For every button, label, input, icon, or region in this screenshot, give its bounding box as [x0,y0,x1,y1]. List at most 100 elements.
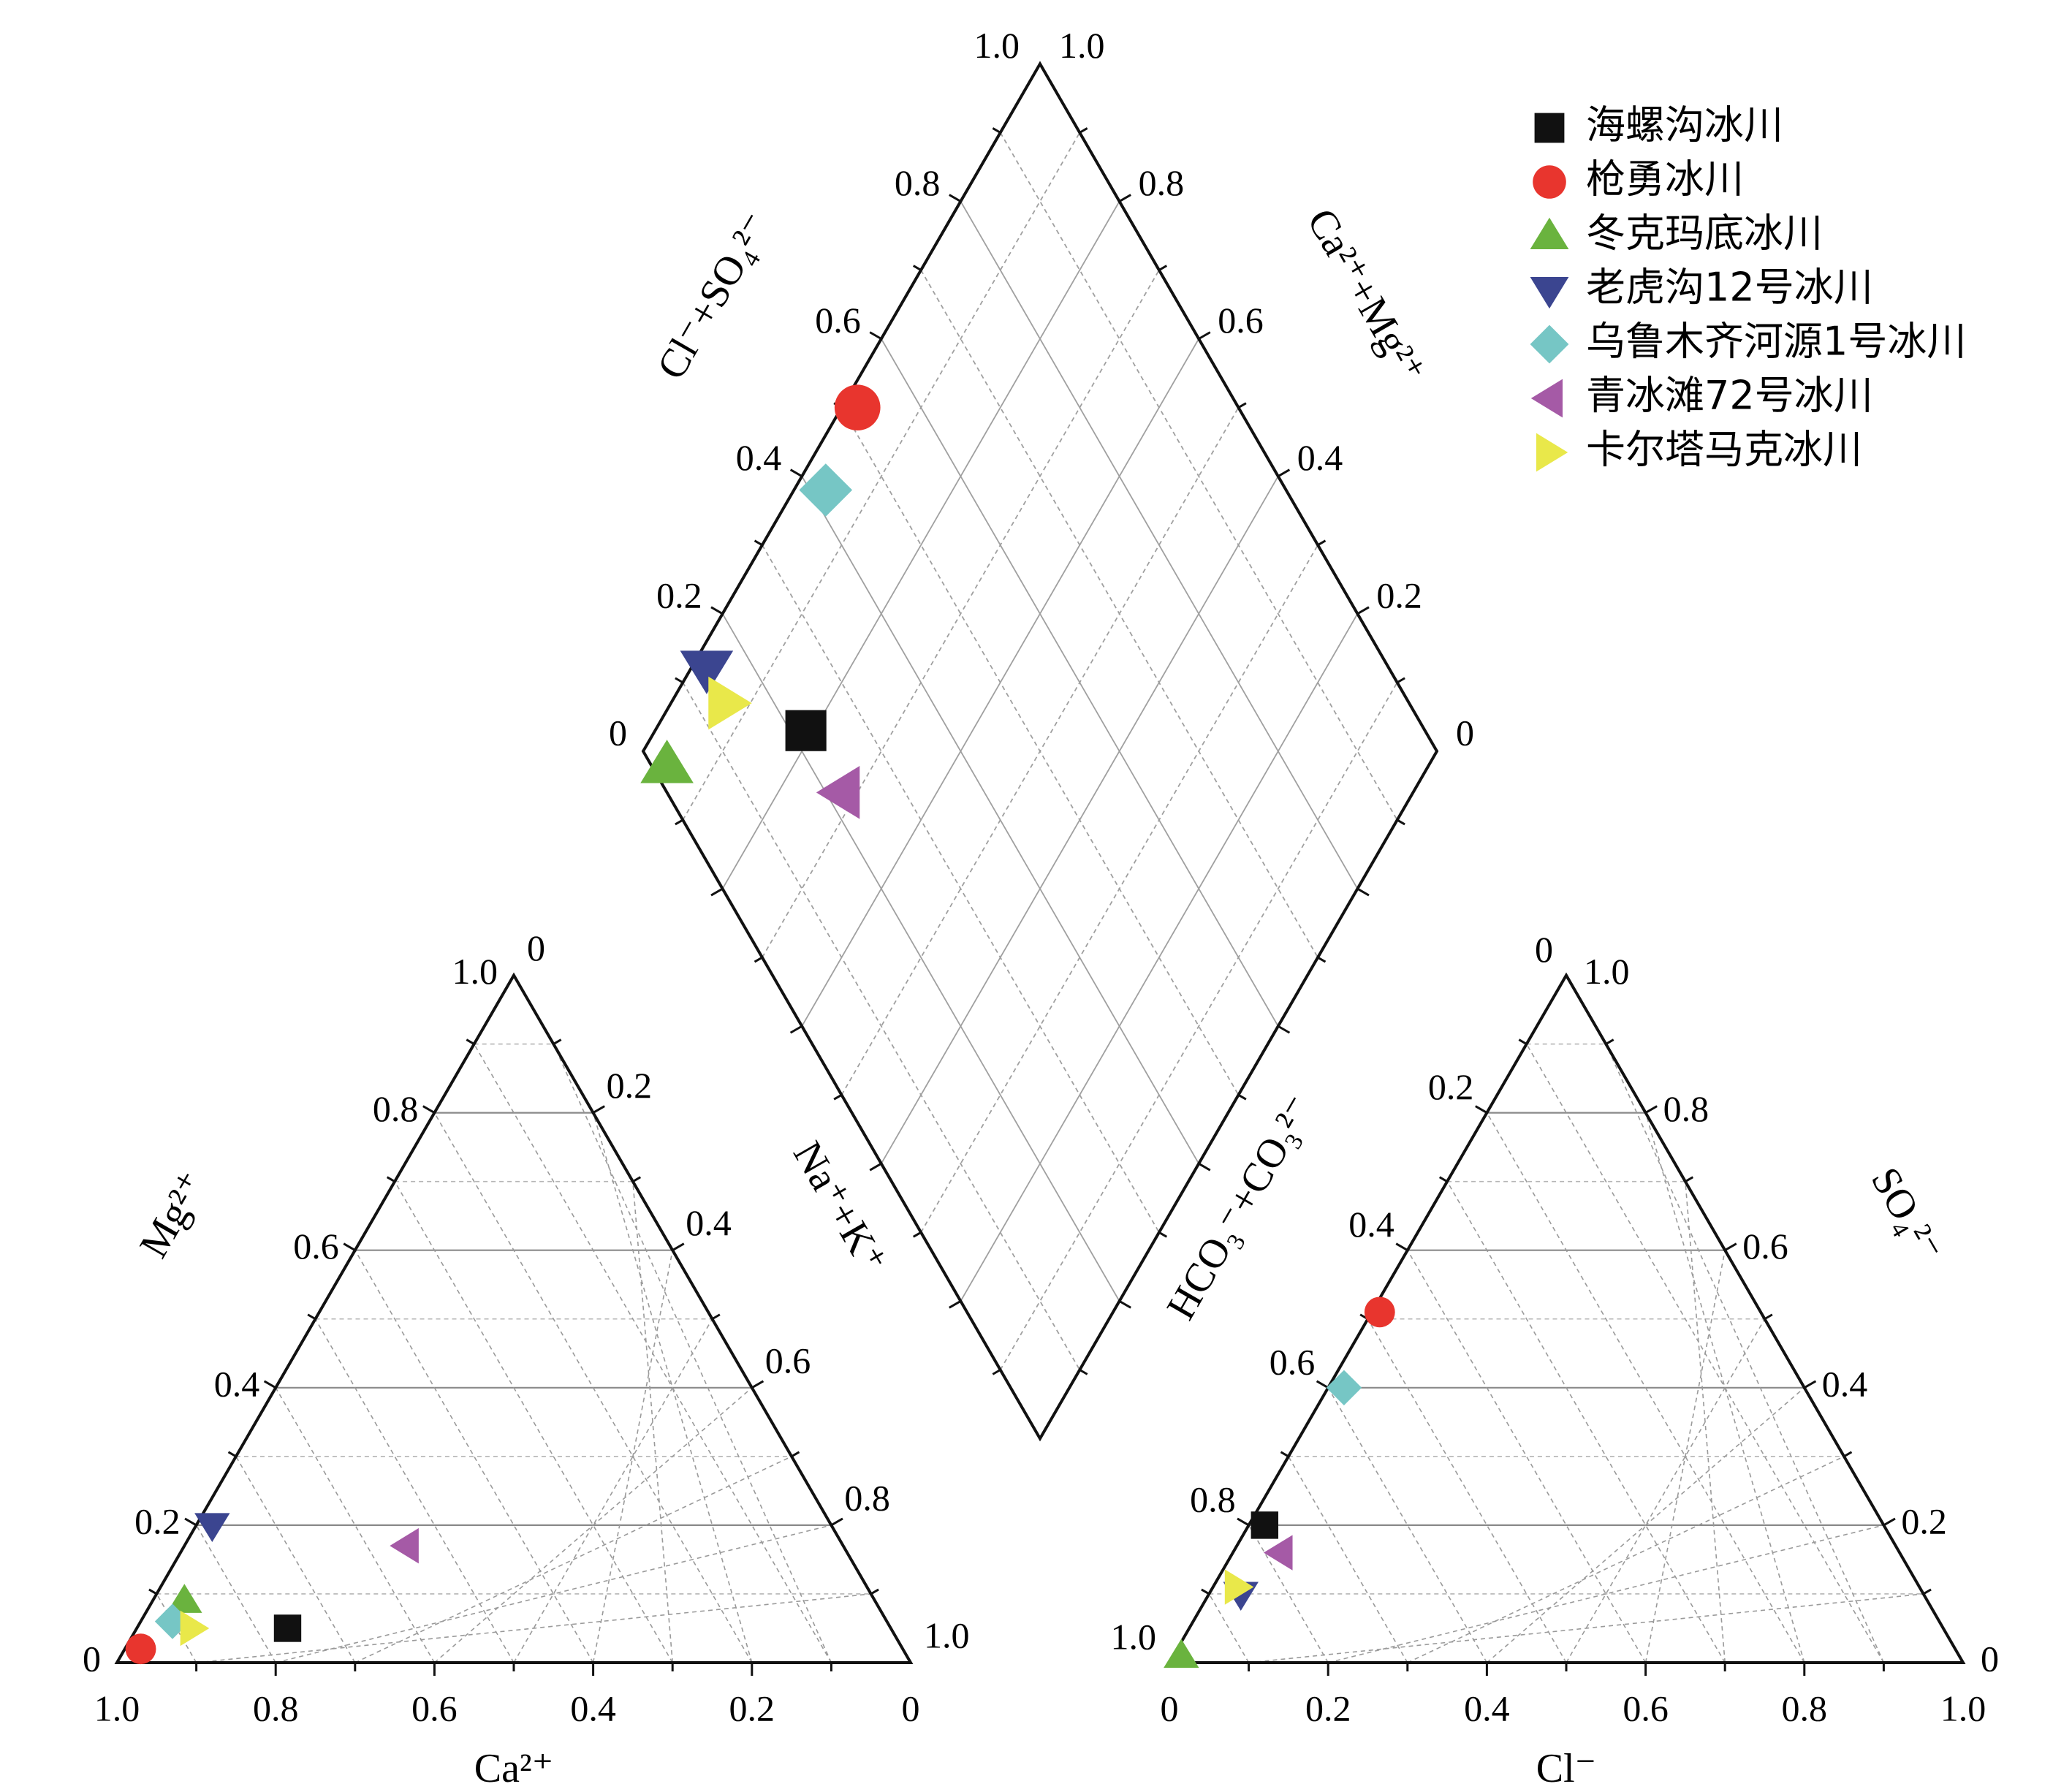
diamond-tick [1198,1162,1211,1172]
cation-left-tick [263,1380,276,1389]
anion-left-tick-label: 0 [1535,929,1553,970]
anion-bottom-tick-label: 0.6 [1623,1687,1669,1728]
diamond-tick [912,1231,922,1238]
cation-right-tick [711,1313,721,1321]
diamond-tick [1158,265,1168,271]
cation-left-axis-title: Mg²⁺ [131,1164,216,1266]
cation-bottom-tick-label: 0 [902,1687,920,1728]
diamond-tick [675,677,684,684]
diamond-tick [789,1025,802,1034]
anion-grid-right-parallel [1407,1250,1647,1663]
anion-right-tick-label: 0.2 [1901,1500,1947,1541]
diamond-grid-line [682,682,1081,1370]
anion-point-series-0 [1251,1511,1279,1539]
cation-grid-right-parallel [474,1044,832,1663]
anion-left-tick [1201,1588,1210,1595]
anion-left-tick [1518,1039,1528,1045]
anion-left-tick-label: 1.0 [1111,1616,1157,1657]
anion-left-tick-label: 0.2 [1428,1066,1474,1107]
cation-grid-right-parallel [394,1181,673,1663]
anion-left-tick [1475,1105,1488,1114]
diamond-grid-line [840,407,1240,1096]
cation-grid-left-parallel [354,1456,792,1663]
cation-left-tick-label: 0.6 [293,1226,339,1267]
diamond-point-series-0 [785,710,827,751]
diamond-tick [1278,1025,1291,1034]
cation-grid-left-parallel [592,1112,753,1663]
diamond-tick [949,194,962,202]
cation-grid-left-parallel [553,1044,832,1663]
anion-bottom-tick-label: 0.8 [1782,1687,1828,1728]
diamond-grid-line [881,338,1279,1027]
cation-right-axis-title: Na⁺+K⁺ [784,1134,895,1281]
diamond-left-tick-label: 0.8 [895,162,941,203]
anion-left-tick [1438,1176,1448,1182]
anion-left-tick [1316,1380,1329,1389]
diamond-tick [675,819,684,826]
cation-grid-right-parallel [433,1112,753,1663]
diamond-grid-line [999,682,1398,1370]
anion-right-tick [1764,1313,1773,1321]
cation-right-tick-label: 0.6 [765,1340,811,1381]
anion-point-series-6 [1224,1569,1254,1605]
diamond-right-tick-label: 1.0 [1059,25,1105,66]
diamond-grid-line [801,338,1199,1027]
cation-point-series-0 [273,1614,302,1642]
diamond-right-tick-label: 0 [1456,712,1474,753]
cation-bottom-tick-label: 0.4 [570,1687,616,1728]
anion-right-tick [1605,1039,1614,1045]
diamond-tick [1396,677,1405,684]
cation-left-tick-label: 0.4 [214,1363,260,1404]
cation-left-tick-label: 0.8 [373,1088,419,1129]
diamond-frame [641,61,1439,1442]
cation-bottom-axis-title: Ca²⁺ [474,1746,554,1791]
diamond-tick [1079,127,1088,134]
anion-right-tick [1724,1242,1737,1251]
cation-point-series-4 [154,1603,191,1639]
cation-right-tick-label: 0.4 [686,1202,732,1243]
diamond-tick [869,331,882,340]
legend-marker-1 [1533,165,1566,199]
legend-entry-label: 老虎沟12号冰川 [1586,265,1873,311]
diamond-grid-line [682,132,1081,821]
cation-left-tick [184,1517,197,1527]
cation-left-tick [422,1105,436,1114]
anion-right-tick [1685,1176,1694,1182]
cation-point-series-2 [167,1584,202,1613]
diamond-tick [1237,1093,1247,1101]
cation-left-tick [227,1451,237,1458]
cation-right-tick [592,1105,605,1114]
diamond-grid-line [762,270,1160,958]
anion-right-tick-label: 1.0 [1584,951,1630,992]
diamond-point-series-3 [680,650,734,694]
anion-left-tick-label: 0.8 [1190,1478,1236,1519]
diamond-grid-line [960,613,1359,1302]
anion-bottom-axis-title: Cl⁻ [1536,1746,1596,1791]
anion-right-tick [1804,1380,1817,1389]
anion-right-tick-label: 0.8 [1663,1088,1709,1129]
cation-left-tick [386,1176,395,1182]
cation-point-series-6 [180,1610,210,1647]
diamond-tick [1158,1231,1168,1238]
anion-grid-right-parallel [1486,1112,1805,1663]
anion-right-axis-title: SO₄²⁻ [1862,1160,1951,1269]
diamond-point-series-5 [816,766,860,819]
cation-right-tick [632,1176,642,1182]
diamond-point-series-1 [834,384,881,431]
cation-bottom-tick-label: 0.8 [253,1687,299,1728]
anion-grid-right-parallel [1208,1593,1250,1663]
anion-right-tick-label: 0.6 [1742,1226,1788,1267]
diamond-tick [912,265,922,271]
cation-bottom-tick-label: 0.6 [411,1687,458,1728]
anion-bottom-tick-label: 1.0 [1940,1687,1986,1728]
cation-grid-left-parallel [592,1250,673,1663]
anion-right-tick [1922,1588,1932,1595]
cation-right-tick [672,1242,685,1251]
cation-right-tick-label: 0 [527,927,545,968]
cation-right-tick [791,1451,800,1458]
cation-grid-lines [156,1043,871,1663]
diamond-tick [789,468,802,478]
legend-entry-label: 冬克玛底冰川 [1586,210,1823,257]
